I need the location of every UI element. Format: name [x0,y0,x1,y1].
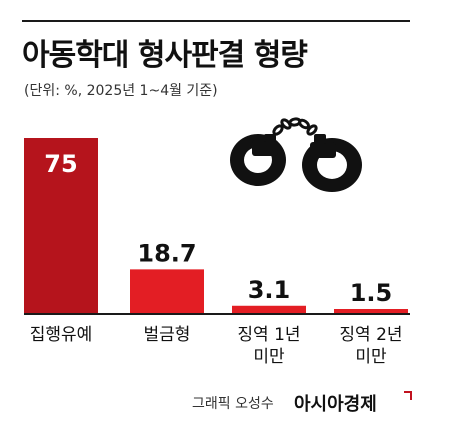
brand-mark-icon [404,391,412,400]
bar-value-label: 18.7 [137,239,196,267]
category-label: 미만 [355,347,387,367]
graphic-credit: 그래픽 오성수 [192,396,274,412]
category-label: 벌금형 [144,325,191,345]
bar [130,269,204,313]
chart-subtitle: (단위: %, 2025년 1~4월 기준) [24,83,218,99]
bar [232,305,306,313]
bar [24,138,98,313]
category-label: 집행유예 [30,325,93,345]
brand-logo-text: 아시아경제 [294,394,377,415]
category-label: 징역 1년 [237,325,300,345]
category-label: 미만 [253,347,285,367]
chart-title: 아동학대 형사판결 형량 [22,38,308,73]
handcuffs-icon [230,117,362,192]
bar [334,309,408,313]
bar-value-label: 1.5 [350,279,393,307]
bar-value-label: 3.1 [248,276,291,304]
bar-value-label: 75 [44,150,77,178]
top-rule [22,20,410,22]
category-label: 징역 2년 [339,325,402,345]
